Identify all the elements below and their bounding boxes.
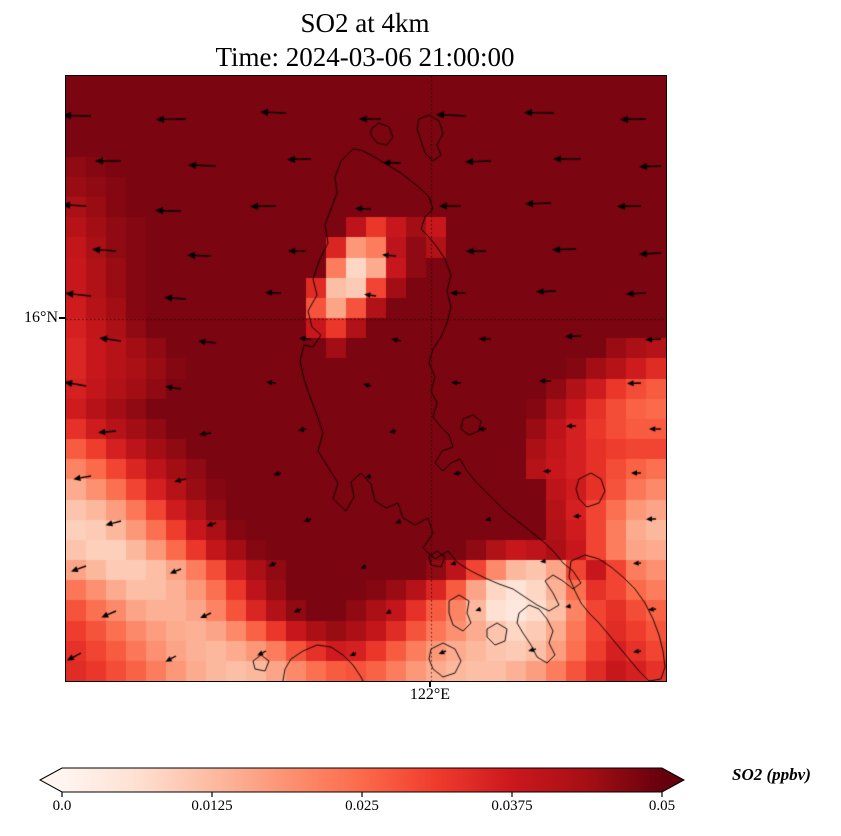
- lon-tick-label: 122°E: [409, 686, 451, 703]
- lon-tick-mark: [429, 681, 431, 687]
- colorbar-tick-0: 0.0: [52, 798, 72, 814]
- colorbar-gradient: [38, 767, 686, 797]
- figure-title: SO2 at 4km: [300, 8, 430, 38]
- colorbar: 0.0 0.0125 0.025 0.0375 0.05: [38, 766, 686, 822]
- lat-tick-label: 16°N: [24, 309, 58, 326]
- colorbar-bar: [38, 767, 686, 793]
- colorbar-label: SO2 (ppbv): [732, 765, 811, 784]
- map-plot-area: [65, 75, 667, 682]
- colorbar-tick-3: 0.0375: [491, 798, 533, 814]
- colorbar-tick-4: 0.05: [648, 798, 676, 814]
- lat-tick-mark: [59, 317, 65, 319]
- colorbar-tick-1: 0.0125: [191, 798, 233, 814]
- colorbar-tick-2: 0.025: [345, 798, 379, 814]
- figure-subtitle: Time: 2024-03-06 21:00:00: [215, 42, 515, 72]
- so2-heatmap-canvas: [66, 76, 666, 681]
